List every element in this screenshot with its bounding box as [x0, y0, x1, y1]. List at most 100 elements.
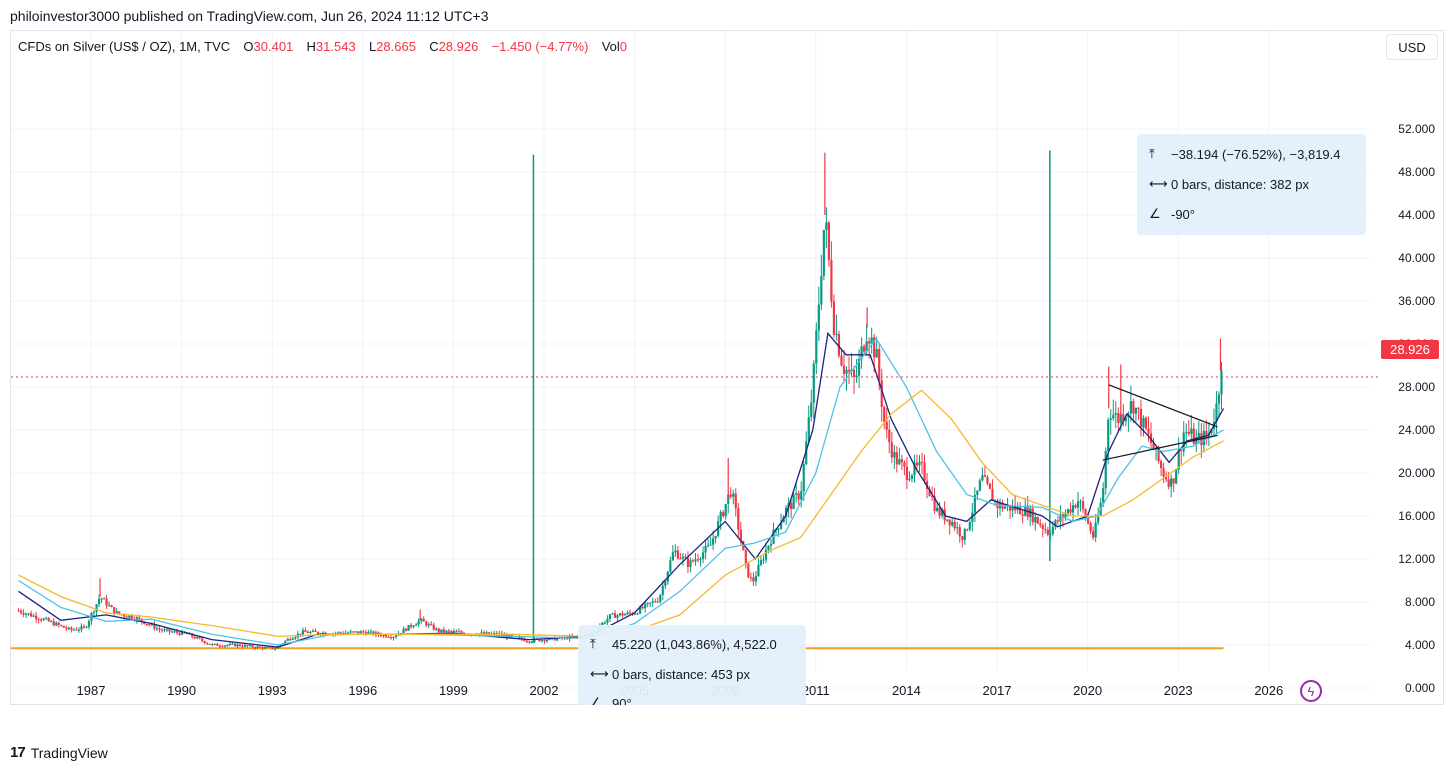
candle-body	[22, 612, 25, 615]
candle-body	[749, 577, 752, 579]
candle-body	[1066, 509, 1070, 514]
candle-body	[412, 625, 415, 627]
candle-body	[1046, 529, 1049, 535]
candle-body	[523, 639, 526, 642]
candle-body	[958, 527, 961, 537]
candle-body	[601, 622, 604, 627]
candle-body	[1092, 531, 1095, 538]
candle-body	[611, 613, 614, 615]
candle-body	[50, 621, 53, 623]
candle-body	[251, 645, 254, 648]
candle-body	[1034, 516, 1037, 523]
candle-body	[510, 634, 513, 637]
candle-body	[762, 559, 765, 561]
candle-body	[1117, 413, 1120, 423]
candle-body	[679, 558, 682, 560]
candle-body	[664, 581, 667, 586]
candle-body	[936, 507, 939, 512]
candle-body	[1142, 417, 1145, 428]
x-tick-label: 2017	[983, 683, 1012, 698]
high-label: H	[306, 39, 316, 54]
candle-body	[175, 631, 179, 633]
candle-body	[933, 496, 936, 512]
candle-body	[279, 644, 282, 647]
candle-body	[228, 643, 232, 646]
measure-box-top[interactable]: ⤒ −38.194 (−76.52%), −3,819.4 ⟷ 0 bars, di…	[1137, 134, 1366, 235]
candle-body	[306, 631, 310, 634]
candle-body	[196, 637, 199, 639]
candle-body	[777, 528, 780, 530]
lightning-icon[interactable]: ϟ	[1300, 680, 1322, 702]
candle-body	[1157, 447, 1160, 462]
candle-body	[732, 493, 735, 497]
candle-body	[72, 629, 75, 631]
candle-body	[983, 475, 987, 478]
candle-body	[1019, 506, 1022, 515]
candle-body	[60, 625, 63, 627]
candle-body	[1122, 414, 1125, 422]
candle-body	[671, 552, 674, 561]
candle-body	[1175, 469, 1178, 484]
y-tick-label: 16.000	[1398, 509, 1435, 523]
candle-body	[1134, 407, 1138, 414]
candle-body	[973, 494, 976, 513]
candle-body	[540, 640, 544, 642]
candle-body	[246, 645, 249, 647]
candle-body	[1177, 450, 1180, 470]
candle-body	[321, 632, 325, 635]
candle-body	[1180, 450, 1183, 452]
candle-body	[845, 369, 848, 374]
candle-body	[1182, 432, 1185, 452]
candle-body	[883, 406, 886, 422]
candle-body	[714, 535, 717, 539]
candle-body	[108, 605, 111, 607]
candle-body	[271, 646, 274, 649]
candle-body	[1147, 428, 1150, 434]
candle-body	[57, 622, 60, 626]
candle-body	[1044, 529, 1047, 531]
candle-body	[30, 613, 33, 617]
candle-body	[603, 622, 607, 624]
candle-body	[651, 601, 654, 603]
candle-body	[294, 637, 297, 639]
price-chart[interactable]: −4.0000.0004.0008.00012.00016.00020.0002…	[11, 31, 1444, 705]
candle-body	[95, 604, 98, 612]
candle-body	[835, 333, 838, 335]
candle-body	[299, 633, 302, 635]
measure-box-bottom[interactable]: ⤒ 45.220 (1,043.86%), 4,522.0 ⟷ 0 bars, di…	[578, 625, 806, 705]
candle-body	[827, 222, 830, 261]
currency-button[interactable]: USD	[1386, 34, 1438, 60]
candle-body	[518, 637, 521, 639]
symbol-name[interactable]: CFDs on Silver (US$ / OZ), 1M, TVC	[18, 39, 231, 54]
tradingview-logo-icon: 17	[10, 744, 26, 761]
candle-body	[97, 598, 101, 605]
triangle-trendline	[1108, 384, 1218, 428]
candle-body	[339, 632, 342, 634]
candle-body	[734, 493, 737, 509]
candle-body	[719, 512, 722, 522]
symbol-legend: CFDs on Silver (US$ / OZ), 1M, TVC O30.4…	[18, 39, 627, 54]
chart-frame[interactable]: −4.0000.0004.0008.00012.00016.00020.0002…	[10, 30, 1444, 705]
candle-body	[342, 633, 345, 635]
candle-body	[193, 636, 196, 639]
candle-body	[966, 529, 969, 531]
candle-body	[686, 557, 690, 567]
candle-body	[616, 615, 619, 618]
candle-body	[938, 507, 941, 516]
candle-body	[1132, 401, 1135, 414]
candle-body	[233, 643, 237, 647]
candle-body	[903, 462, 906, 467]
candle-body	[1205, 430, 1208, 436]
y-tick-label: 4.000	[1405, 638, 1435, 652]
candle-body	[427, 624, 430, 626]
candle-body	[218, 645, 221, 647]
candle-body	[206, 643, 209, 645]
candle-body	[457, 631, 461, 633]
candle-body	[661, 585, 664, 595]
candle-body	[221, 646, 224, 648]
candle-body	[387, 636, 390, 638]
candle-body	[817, 304, 820, 331]
candle-body	[216, 643, 219, 646]
candle-body	[948, 519, 951, 526]
candle-body	[613, 613, 617, 618]
